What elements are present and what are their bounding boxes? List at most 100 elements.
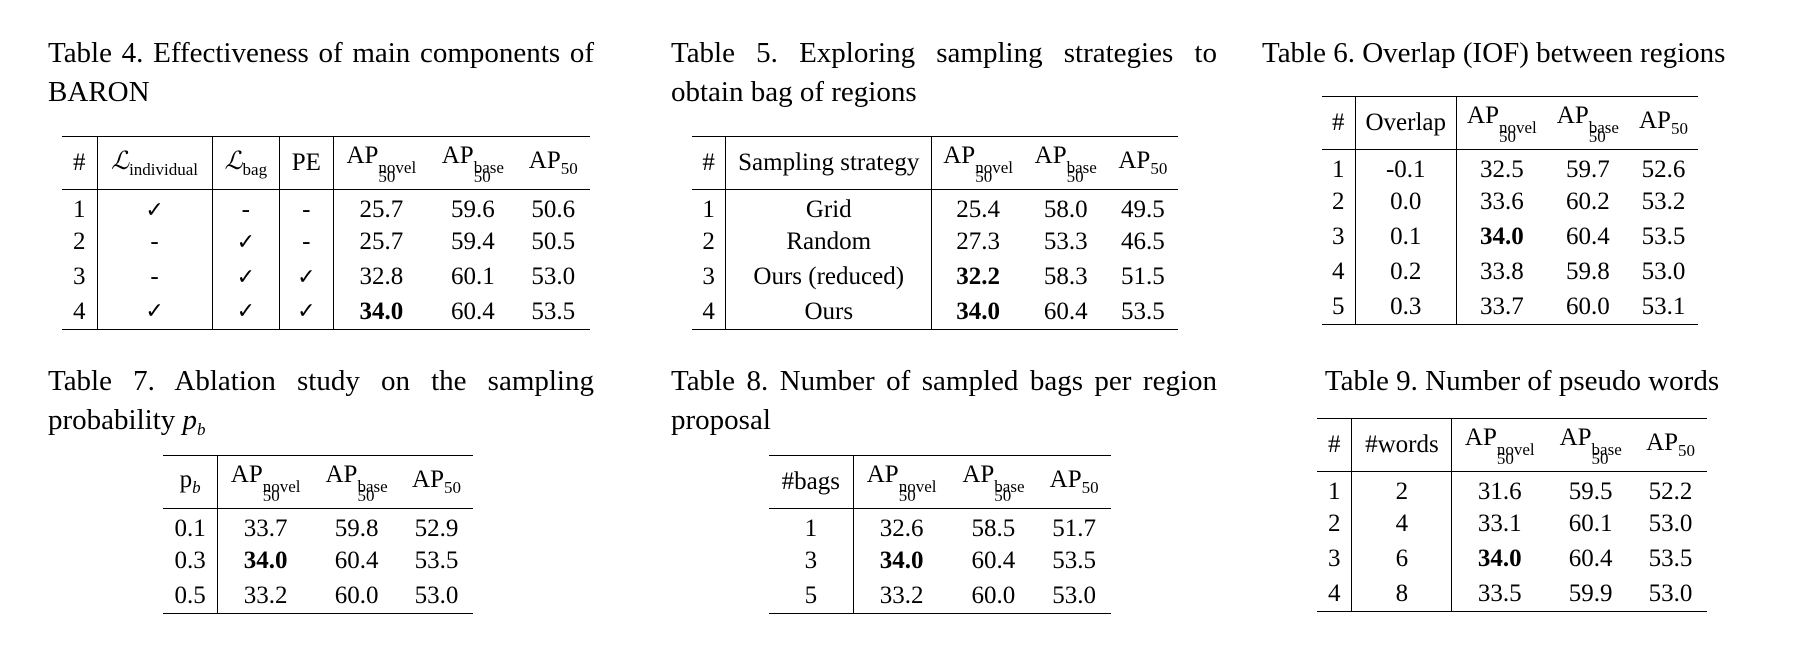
table-cell: 53.0 [1641, 258, 1686, 285]
table-cell: 60.1 [1568, 510, 1613, 537]
table-cell: 0.5 [163, 578, 219, 614]
table9-header-words: #words [1351, 418, 1453, 472]
table-cell: 32.5 [1480, 156, 1524, 184]
table-row: 3 Ours (reduced) 32.2 58.3 51.5 [692, 259, 1178, 295]
table-cell: 0.3 [163, 543, 219, 579]
table-cell: 33.1 [1477, 510, 1522, 537]
table-cell: 1 [62, 189, 98, 225]
table7-header-ap50: AP50 [400, 455, 473, 509]
table-row: 3 34.0 60.4 53.5 [769, 543, 1111, 579]
table-cell: 60.0 [1566, 292, 1610, 320]
table-cell: 53.5 [531, 297, 576, 325]
check-icon: ✓ [212, 294, 281, 330]
table-cell-best: 34.0 [956, 297, 1000, 325]
table7-caption: Table 7. Ablation study on the sampling … [48, 365, 594, 439]
table8-header-bags: #bags [769, 455, 854, 509]
table4-header-ap50: AP50 [516, 136, 590, 190]
table-cell: 60.4 [1568, 545, 1613, 572]
table-cell: 59.4 [450, 228, 495, 255]
check-icon: ✓ [97, 294, 213, 330]
table-cell: 33.2 [243, 581, 288, 609]
table-cell: - [97, 224, 213, 260]
table-cell-best: 34.0 [243, 547, 288, 574]
table9-block: Table 9. Number of pseudo words [1262, 362, 1782, 401]
table-cell: 58.0 [1043, 196, 1088, 224]
table-cell: 25.7 [359, 196, 404, 224]
table5-header-ap-base: AP base 50 [1023, 136, 1108, 190]
table-cell: 58.3 [1043, 263, 1088, 290]
table-cell: 59.8 [1566, 258, 1610, 285]
table-cell: 1 [769, 508, 854, 544]
table8-header-ap-base: AP base 50 [949, 455, 1038, 509]
table-cell: 60.0 [334, 581, 379, 609]
table5-header-ap-novel: AP novel 50 [931, 136, 1024, 190]
table-cell: 52.6 [1641, 156, 1686, 184]
table-cell: 51.5 [1120, 263, 1165, 290]
table5: # Sampling strategy AP novel 50 AP base 50 A… [692, 136, 1178, 330]
table7-block: Table 7. Ablation study on the sampling … [48, 362, 594, 449]
table-cell: 53.0 [1052, 581, 1097, 609]
table-cell: 2 [1317, 506, 1353, 542]
table-cell: 0.1 [1355, 219, 1458, 255]
table-cell: 53.5 [414, 547, 459, 574]
table-row: 1 -0.1 32.5 59.7 52.6 [1322, 149, 1698, 185]
table-cell: 32.8 [359, 263, 404, 290]
table6-header-ap-base: AP base 50 [1546, 96, 1629, 150]
table-cell: 53.5 [1641, 223, 1686, 250]
table7-header-row: pb AP novel 50 AP base 50 AP50 [163, 455, 473, 509]
table4-header-row: # ℒindividual ℒbag PE AP novel 50 AP base 50… [62, 136, 590, 190]
table-cell: 0.0 [1355, 184, 1458, 220]
table-row: 2 Random 27.3 53.3 46.5 [692, 224, 1178, 260]
table-cell: 25.7 [359, 228, 404, 255]
table9-caption: Table 9. Number of pseudo words [1324, 365, 1720, 397]
table-cell: 53.1 [1641, 292, 1686, 320]
table-cell: 53.0 [414, 581, 459, 609]
table-cell: Ours (reduced) [725, 259, 933, 295]
table-cell: 51.7 [1052, 515, 1097, 543]
table-cell: 60.4 [971, 547, 1016, 574]
table-row: 0.5 33.2 60.0 53.0 [163, 578, 473, 614]
table-cell: 53.0 [1648, 579, 1693, 607]
table6-block: Table 6. Overlap (IOF) between regions [1262, 34, 1782, 73]
table-cell: 27.3 [956, 228, 1000, 255]
table-cell: 3 [1322, 219, 1356, 255]
table6: # Overlap AP novel 50 AP base 50 AP50 1 -0.1… [1322, 96, 1698, 325]
table-row: 1 32.6 58.5 51.7 [769, 508, 1111, 544]
table5-header-index: # [692, 136, 727, 190]
table-cell-best: 32.2 [956, 263, 1000, 290]
table-cell: 25.4 [956, 196, 1000, 224]
table-cell-best: 34.0 [1480, 223, 1524, 250]
table-row: 4 0.2 33.8 59.8 53.0 [1322, 254, 1698, 290]
table-row: 0.1 33.7 59.8 52.9 [163, 508, 473, 544]
table-cell: 33.7 [1480, 292, 1524, 320]
table6-header-overlap: Overlap [1355, 96, 1458, 150]
table9-header-ap-novel: AP novel 50 [1451, 418, 1548, 472]
table-cell: 32.6 [879, 515, 924, 543]
table8-block: Table 8. Number of sampled bags per regi… [671, 362, 1217, 440]
table-cell: 53.2 [1641, 188, 1686, 215]
table-cell: - [279, 224, 334, 260]
table-cell: 50.6 [531, 196, 576, 224]
table-row: 1 Grid 25.4 58.0 49.5 [692, 189, 1178, 225]
table7: pb AP novel 50 AP base 50 AP50 0.1 33.7 59.8… [163, 455, 473, 614]
table-row: 0.3 34.0 60.4 53.5 [163, 543, 473, 579]
table-cell: 0.3 [1355, 289, 1458, 325]
table4-header-ap-base: AP base 50 [429, 136, 517, 190]
table-cell: 3 [692, 259, 727, 295]
table-row: 5 33.2 60.0 53.0 [769, 578, 1111, 614]
table4-header-ap-novel: AP novel 50 [333, 136, 430, 190]
check-icon: ✓ [279, 294, 334, 330]
table-cell: 52.2 [1648, 478, 1693, 506]
table-cell: 49.5 [1120, 196, 1165, 224]
table9-header-ap-base: AP base 50 [1547, 418, 1635, 472]
check-icon: ✓ [97, 189, 213, 225]
table8-header-ap-novel: AP novel 50 [853, 455, 950, 509]
table-cell: -0.1 [1355, 149, 1458, 185]
table-row: 4 ✓ ✓ ✓ 34.0 60.4 53.5 [62, 294, 590, 330]
table4-block: Table 4. Effectiveness of main component… [48, 34, 594, 112]
table-cell: 60.4 [1566, 223, 1610, 250]
table5-block: Table 5. Exploring sampling strategies t… [671, 34, 1217, 112]
table-cell: 50.5 [531, 228, 576, 255]
table-cell: 3 [1317, 541, 1353, 577]
check-icon: ✓ [279, 259, 334, 295]
